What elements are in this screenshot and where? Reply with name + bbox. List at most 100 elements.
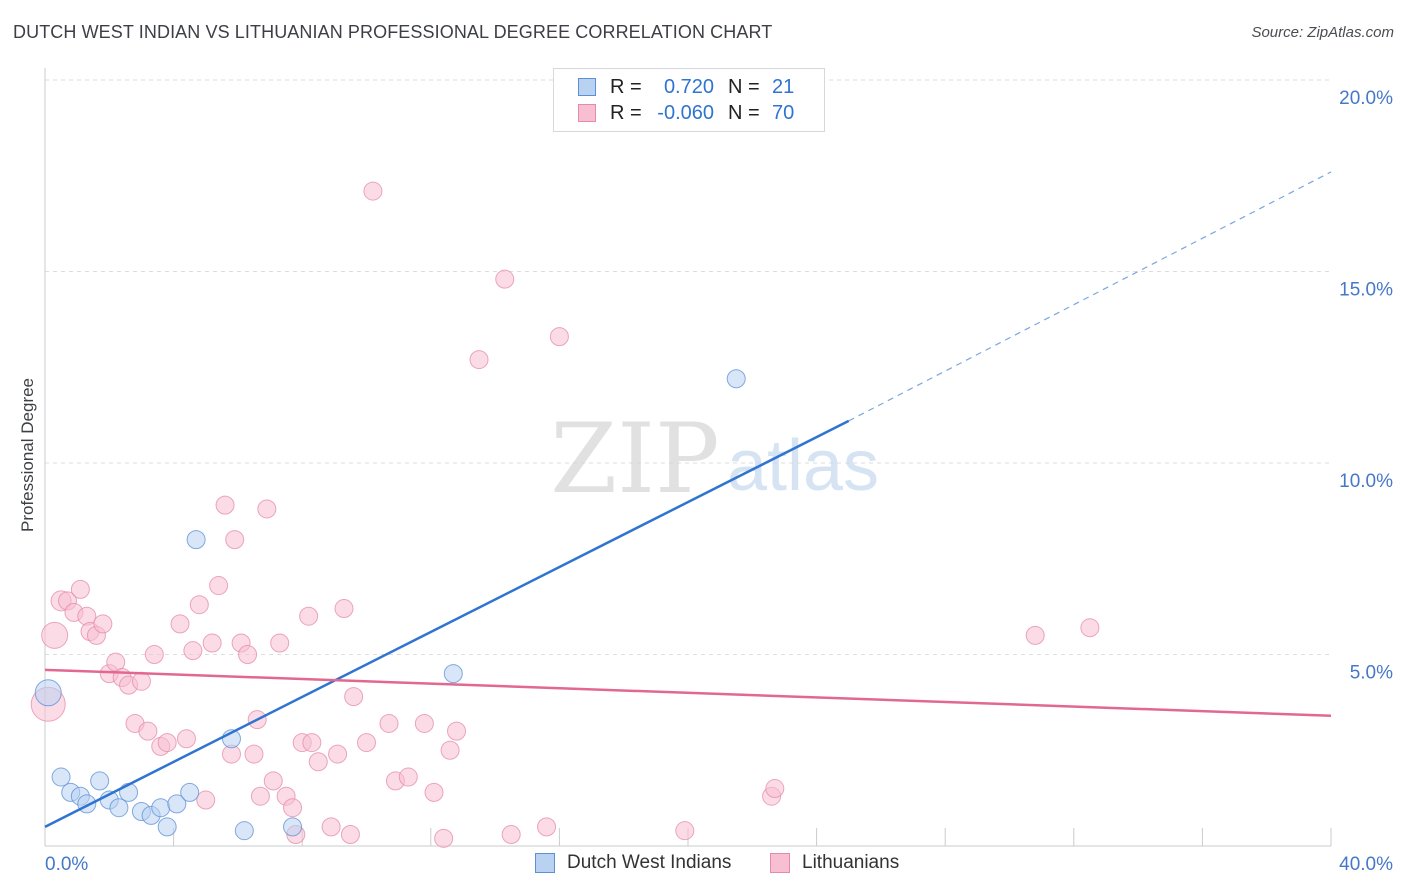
watermark: ZIP atlas — [550, 403, 879, 515]
point-lithuanians — [138, 721, 158, 741]
point-lithuanians — [334, 599, 354, 619]
legend-n-value: 21 — [772, 75, 795, 98]
point-lithuanians — [157, 733, 177, 753]
point-lithuanians — [238, 645, 258, 664]
point-dutch-west-indians — [90, 771, 110, 791]
point-lithuanians — [41, 621, 69, 649]
point-dutch-west-indians — [109, 798, 129, 818]
point-dutch-west-indians — [186, 530, 206, 550]
legend-n-label: N = — [728, 101, 760, 124]
point-lithuanians — [202, 633, 222, 653]
point-lithuanians — [176, 729, 196, 749]
point-lithuanians — [1025, 625, 1045, 645]
y-tick-label: 20.0% — [1339, 88, 1393, 109]
point-lithuanians — [189, 595, 209, 615]
point-lithuanians — [244, 744, 264, 764]
trendline-dutch-west-indians — [44, 419, 850, 828]
point-lithuanians — [257, 499, 277, 519]
watermark-zip: ZIP — [550, 403, 719, 515]
point-lithuanians — [93, 614, 113, 634]
x-tick-label: 0.0% — [45, 854, 88, 875]
point-lithuanians — [344, 687, 364, 707]
point-lithuanians — [340, 825, 360, 845]
point-dutch-west-indians — [119, 782, 139, 802]
point-lithuanians — [209, 576, 229, 596]
point-dutch-west-indians — [443, 664, 463, 684]
legend-item-dutch-west-indians: Dutch West Indians — [535, 852, 731, 874]
legend-row-pink: R = -0.060 N = 70 — [578, 100, 802, 126]
point-lithuanians — [495, 269, 515, 289]
legend-r-label: R = — [610, 101, 642, 124]
point-lithuanians — [765, 779, 785, 799]
y-tick-label: 10.0% — [1339, 471, 1393, 492]
source-label: Source: ZipAtlas.com — [1251, 24, 1394, 41]
y-tick-label: 15.0% — [1339, 280, 1393, 301]
legend-r-value: 0.720 — [663, 75, 714, 98]
point-lithuanians — [131, 671, 151, 691]
point-lithuanians — [144, 645, 164, 664]
tick-labels: 5.0% 10.0% 15.0% 20.0% 0.0% 40.0% — [45, 88, 1393, 875]
point-lithuanians — [447, 721, 467, 741]
points-layer — [30, 181, 1100, 848]
point-lithuanians — [283, 798, 303, 818]
correlation-legend: R = 0.720 N = 21 R = -0.060 N = 70 — [553, 68, 825, 132]
legend-row-blue: R = 0.720 N = 21 — [578, 74, 802, 100]
point-dutch-west-indians — [34, 679, 62, 707]
series-legend: Dutch West Indians Lithuanians — [0, 852, 1406, 878]
grid-layer — [45, 79, 1331, 655]
point-lithuanians — [501, 825, 521, 845]
point-lithuanians — [302, 733, 322, 753]
watermark-atlas: atlas — [727, 426, 879, 506]
point-lithuanians — [183, 641, 203, 661]
legend-n-value: 70 — [772, 101, 795, 124]
point-lithuanians — [414, 713, 434, 733]
blue-swatch — [578, 78, 596, 96]
point-lithuanians — [537, 817, 557, 837]
point-lithuanians — [549, 327, 569, 347]
legend-r-value: -0.060 — [657, 101, 714, 124]
point-dutch-west-indians — [167, 794, 187, 814]
point-lithuanians — [270, 633, 290, 653]
point-lithuanians — [328, 744, 348, 764]
legend-item-lithuanians: Lithuanians — [770, 852, 899, 874]
legend-n-label: N = — [728, 75, 760, 98]
pink-swatch — [578, 104, 596, 122]
chart-title: DUTCH WEST INDIAN VS LITHUANIAN PROFESSI… — [13, 22, 773, 42]
legend-label: Lithuanians — [802, 852, 900, 873]
point-lithuanians — [469, 350, 489, 370]
point-lithuanians — [434, 828, 454, 848]
point-lithuanians — [321, 817, 341, 837]
blue-swatch — [535, 853, 555, 873]
point-lithuanians — [263, 771, 283, 791]
point-lithuanians — [196, 790, 216, 810]
pink-swatch — [770, 853, 790, 873]
point-lithuanians — [440, 740, 460, 760]
point-dutch-west-indians — [51, 767, 71, 787]
trendline-extension-dutch-west-indians — [848, 171, 1332, 422]
point-dutch-west-indians — [180, 782, 200, 802]
point-lithuanians — [215, 495, 235, 515]
point-lithuanians — [308, 752, 328, 772]
point-lithuanians — [357, 733, 376, 753]
point-lithuanians — [363, 181, 383, 201]
trend-layer — [44, 171, 1332, 828]
x-tick-label: 40.0% — [1339, 854, 1393, 875]
point-lithuanians — [250, 786, 270, 806]
point-lithuanians — [70, 579, 90, 599]
point-lithuanians — [398, 767, 418, 787]
point-dutch-west-indians — [283, 817, 303, 837]
point-lithuanians — [379, 713, 399, 733]
point-lithuanians — [1080, 618, 1100, 638]
point-dutch-west-indians — [234, 821, 254, 841]
point-dutch-west-indians — [151, 798, 171, 818]
legend-label: Dutch West Indians — [567, 852, 732, 873]
y-tick-label: 5.0% — [1350, 663, 1393, 684]
point-lithuanians — [77, 606, 97, 626]
point-lithuanians — [170, 614, 190, 634]
point-lithuanians — [675, 821, 695, 841]
point-dutch-west-indians — [726, 369, 746, 389]
point-lithuanians — [424, 782, 444, 802]
point-lithuanians — [299, 606, 319, 626]
point-dutch-west-indians — [157, 817, 177, 837]
